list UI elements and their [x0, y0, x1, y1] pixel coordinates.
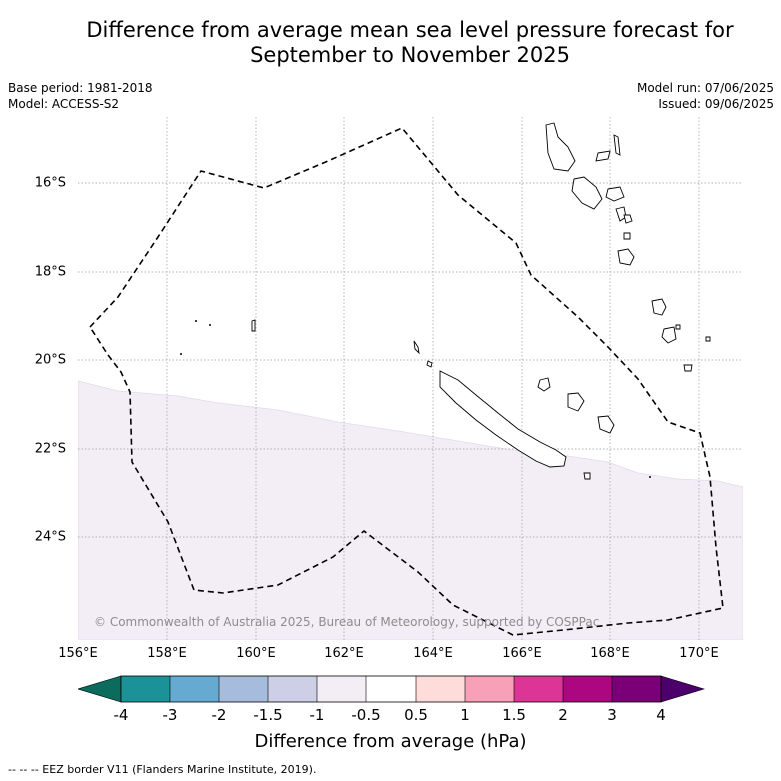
gridlines — [78, 117, 743, 640]
chart-title: Difference from average mean sea level p… — [40, 18, 780, 68]
colorbar-bin — [366, 676, 416, 702]
base-period: Base period: 1981-2018 — [8, 81, 153, 95]
colorbar-tick: 0.5 — [404, 706, 428, 724]
title-line-2: September to November 2025 — [250, 43, 570, 67]
colorbar-tick: 2 — [558, 706, 568, 724]
coastline-vanuatu — [545, 122, 635, 266]
lat-label-22s: 22°S — [34, 441, 66, 457]
lat-label-16s: 16°S — [34, 175, 66, 191]
lon-label-170e: 170°E — [679, 646, 719, 661]
colorbar-bin — [170, 676, 219, 702]
colorbar-bin — [416, 676, 465, 702]
colorbar-bin — [612, 676, 661, 702]
colorbar-title: Difference from average (hPa) — [254, 731, 527, 752]
lon-label-160e: 160°E — [236, 646, 276, 661]
meta-left: Base period: 1981-2018 Model: ACCESS-S2 — [8, 80, 153, 112]
colorbar-tick: 3 — [607, 706, 617, 724]
coastline-small-islands — [251, 298, 711, 372]
colorbar-tick: 1 — [460, 706, 470, 724]
colorbar-bin — [514, 676, 563, 702]
issued-date: Issued: 09/06/2025 — [658, 97, 774, 111]
colorbar-extend-high — [660, 675, 705, 703]
colorbar-tick: 1.5 — [502, 706, 526, 724]
colorbar-tick: -1.5 — [253, 706, 283, 724]
copyright-credit: © Commonwealth of Australia 2025, Bureau… — [94, 615, 600, 629]
map-canvas — [78, 117, 743, 640]
colorbar-tick: -2 — [211, 706, 227, 724]
lat-label-20s: 20°S — [34, 352, 66, 368]
lon-label-166e: 166°E — [502, 646, 542, 661]
colorbar-tick: -1 — [309, 706, 325, 724]
title-line-1: Difference from average mean sea level p… — [86, 18, 734, 42]
lon-label-162e: 162°E — [324, 646, 364, 661]
colorbar-bin — [268, 676, 317, 702]
lon-label-156e: 156°E — [58, 646, 98, 661]
lon-label-164e: 164°E — [413, 646, 453, 661]
colorbar-bin — [121, 676, 170, 702]
colorbar-bin — [563, 676, 612, 702]
colorbar-bin — [465, 676, 514, 702]
colorbar-tick: -4 — [113, 706, 129, 724]
coastline-dots — [180, 320, 651, 478]
eez-legend-footer: -- -- -- EEZ border V11 (Flanders Marine… — [8, 763, 317, 776]
lon-label-158e: 158°E — [147, 646, 187, 661]
colorbar-tick: -0.5 — [351, 706, 381, 724]
coastline-new-caledonia — [413, 340, 615, 480]
colorbar-extend-low — [78, 675, 122, 703]
colorbar — [78, 675, 705, 703]
lat-label-24s: 24°S — [34, 529, 66, 545]
map-panel: © Commonwealth of Australia 2025, Bureau… — [78, 117, 743, 640]
model-run: Model run: 07/06/2025 — [636, 81, 774, 95]
lon-label-168e: 168°E — [590, 646, 630, 661]
colorbar-bin — [317, 676, 366, 702]
lat-label-18s: 18°S — [34, 264, 66, 280]
pressure-anomaly-shading — [78, 380, 743, 640]
model-name: Model: ACCESS-S2 — [8, 97, 120, 111]
colorbar-tick: 4 — [656, 706, 666, 724]
colorbar-tick: -3 — [162, 706, 178, 724]
colorbar-bin — [219, 676, 268, 702]
meta-right: Model run: 07/06/2025 Issued: 09/06/2025 — [637, 80, 774, 112]
eez-border — [88, 127, 724, 636]
